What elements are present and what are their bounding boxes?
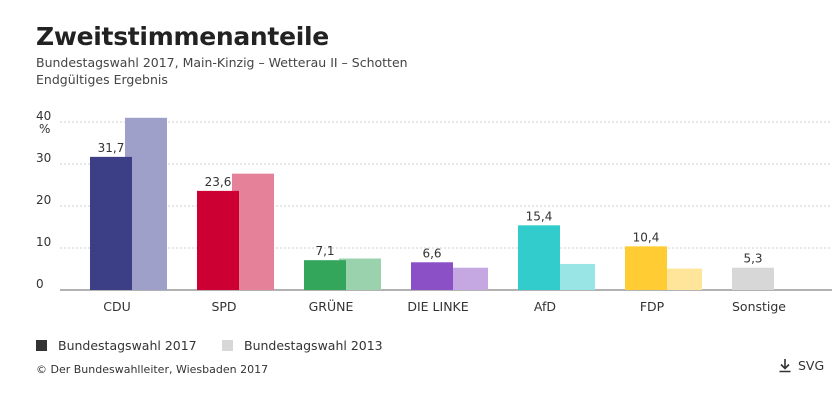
download-icon (779, 359, 791, 373)
source-note: © Der Bundeswahlleiter, Wiesbaden 2017 (36, 363, 269, 376)
bar-2013-die-linke (446, 267, 488, 290)
legend-swatch-2013 (222, 340, 233, 351)
y-tick-label: 20 (36, 193, 51, 207)
legend-item-2013[interactable]: Bundestagswahl 2013 (222, 338, 383, 353)
x-tick-label: GRÜNE (309, 298, 354, 314)
legend-label-2013: Bundestagswahl 2013 (244, 338, 383, 353)
bar-2017-die-linke (411, 262, 453, 290)
chart-subtitle: Bundestagswahl 2017, Main-Kinzig – Wette… (36, 55, 408, 70)
bar-2013-fdp (660, 268, 702, 290)
bar-2017-fdp (625, 246, 667, 290)
y-tick-label: 40 (36, 109, 51, 123)
chart-title: Zweitstimmenanteile (36, 22, 329, 51)
bar-2017-sonstige (732, 267, 774, 290)
y-tick-label: 10 (36, 235, 51, 249)
result-status: Endgültiges Ergebnis (36, 72, 168, 87)
x-tick-label: AfD (534, 299, 556, 314)
data-label: 7,1 (315, 244, 334, 258)
bar-2017-spd (197, 190, 239, 290)
bar-2017-afd (518, 225, 560, 290)
y-tick-label: 0 (36, 277, 44, 291)
bar-chart: 0 10 20 30 40% 31,7 CDU 23,6 SPD 7,1 GRÜNE 6,6 DIE L… (36, 109, 832, 314)
bar-2017-grüne (304, 260, 346, 290)
x-tick-label: CDU (103, 299, 131, 314)
y-axis-unit: % (39, 122, 50, 136)
legend-swatch-2017 (36, 340, 47, 351)
legend-label-2017: Bundestagswahl 2017 (58, 338, 197, 353)
data-label: 5,3 (743, 252, 762, 266)
data-label: 6,6 (422, 246, 441, 260)
y-tick-label: 30 (36, 151, 51, 165)
legend-item-2017[interactable]: Bundestagswahl 2017 (36, 338, 197, 353)
x-tick-label: Sonstige (732, 299, 786, 314)
data-label: 23,6 (205, 175, 232, 189)
svg-download-button[interactable]: SVG (778, 358, 824, 373)
x-tick-label: DIE LINKE (407, 299, 468, 314)
svg-download-label: SVG (798, 358, 825, 373)
data-label: 10,4 (633, 230, 660, 244)
x-tick-label: SPD (211, 299, 236, 314)
bar-2017-cdu (90, 156, 132, 290)
data-label: 15,4 (526, 209, 553, 223)
data-label: 31,7 (98, 141, 125, 155)
x-tick-label: FDP (640, 299, 665, 314)
